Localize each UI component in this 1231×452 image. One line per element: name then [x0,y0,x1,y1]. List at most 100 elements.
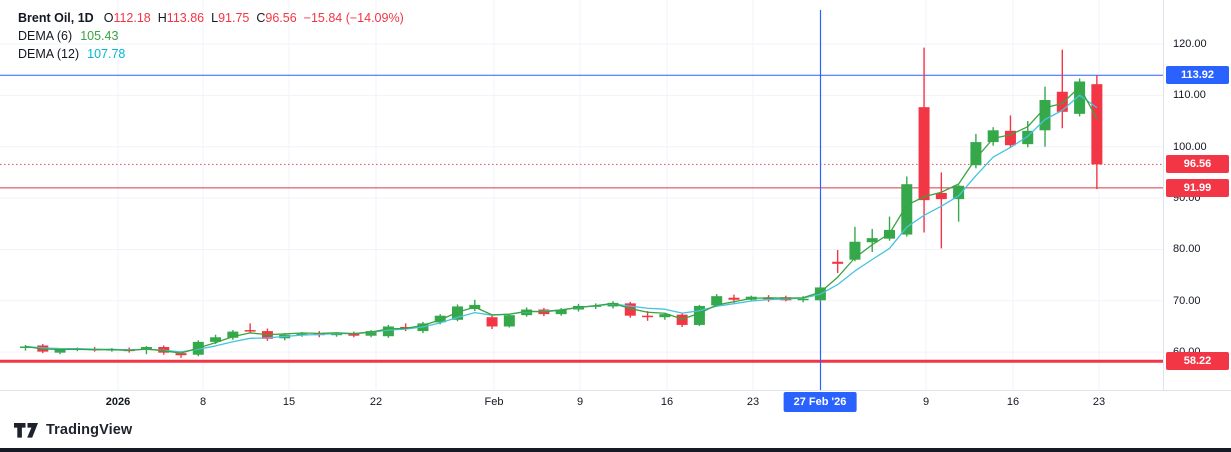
time-tick-label: 22 [369,396,383,408]
chart-legend: Brent Oil, 1D O112.18 H113.86 L91.75 C96.56… [18,9,404,63]
ohlc-value: 91.75 [218,11,250,25]
ohlc-value: 112.18 [113,11,151,25]
candle [849,226,861,262]
candle-body [486,317,498,327]
chart-pane[interactable] [0,0,1163,390]
time-tick-label: 23 [746,396,760,408]
candle-body [452,306,463,320]
candle [693,304,705,326]
time-axis[interactable]: 27 Feb '26 2026 8 15 22 Feb 9 16 23 9 16 23 [0,390,1231,413]
candle-body [503,315,515,327]
price-axis[interactable]: 120.00110.00100.0090.0080.0070.0060.0011… [1163,0,1231,390]
candle-body [1022,130,1034,145]
candle-body [901,184,913,235]
time-tick-year: 2026 [105,396,131,408]
time-tick-label: 16 [660,396,674,408]
candle [1056,49,1068,129]
ohlc-value: 113.86 [166,11,205,25]
change-value: −15.84 (−14.09%) [303,11,404,25]
candle-body [1004,130,1016,146]
candle-body [175,353,187,356]
candle-body [659,314,671,318]
ohlc-key: L [211,11,219,25]
candle-body [728,297,740,300]
indicator-row: DEMA (12) 107.78 [18,45,404,63]
candle-body [935,192,947,200]
time-tick-label: 8 [199,396,207,408]
candle-body [676,314,688,325]
indicator-row: DEMA (6) 105.43 [18,27,404,45]
time-tick-label: Feb [484,396,504,408]
candle-body [227,331,239,338]
candle [866,228,878,253]
indicator-value: 105.43 [80,29,119,43]
candle-body [1056,91,1068,112]
grid-layer [0,0,1163,390]
candle-body [555,309,567,315]
candle [659,313,671,320]
indicator-legend-rows: DEMA (6) 105.43 DEMA (12) 107.78 [18,27,404,63]
time-tick-label: 23 [1092,396,1106,408]
ohlc-item: C96.56 [256,11,296,25]
candle [348,331,360,338]
candle-body [1074,81,1086,114]
candle-body [763,297,775,300]
candle-body [296,333,308,336]
ohlc-values: O112.18 H113.86 L91.75 C96.56 [104,11,304,25]
candle-body [642,315,654,318]
price-badge: 91.99 [1166,178,1229,197]
candle-body [20,346,31,349]
candle [624,301,636,318]
candle-body [244,330,256,332]
candle-body [918,107,930,201]
candle-body [624,303,636,316]
ohlc-key: O [103,11,114,25]
time-tick-label: 15 [282,396,296,408]
candle-body [365,331,377,336]
symbol-ohlc-row: Brent Oil, 1D O112.18 H113.86 L91.75 C96.56… [18,9,404,27]
symbol-title: Brent Oil, 1D [18,11,94,25]
indicator-name: DEMA (6) [18,29,73,43]
brand-name: TradingView [46,422,133,438]
ohlc-key: H [157,11,167,25]
candle-body [607,302,619,307]
price-tick-label: 80.00 [1173,243,1201,256]
window-bottom-edge [0,448,1231,452]
candle [20,344,31,351]
candle-body [970,142,982,166]
tradingview-logo-icon [14,422,38,438]
candle [1022,121,1034,148]
indicator-value: 107.78 [87,47,126,61]
candle [918,47,930,233]
price-tick-label: 120.00 [1173,38,1207,50]
candle [244,323,256,334]
candle-body [434,315,446,323]
candle-body [1091,84,1103,165]
candle-body [711,296,723,306]
price-badge: 113.92 [1166,66,1229,85]
candlestick-chart [0,0,1163,390]
price-tick-label: 100.00 [1173,140,1207,153]
ohlc-item: H113.86 [158,11,204,25]
price-badge: 96.56 [1166,155,1229,174]
dema-6-line [25,86,1098,354]
candle [365,330,377,338]
candle [935,172,947,249]
ohlc-key: C [256,11,266,25]
candle-body [210,337,222,342]
time-tick-label: 16 [1006,396,1020,408]
time-tick-label: 9 [576,396,584,408]
candle [676,312,688,327]
indicator-name: DEMA (12) [18,47,80,61]
tradingview-branding[interactable]: TradingView [14,422,132,438]
candle-body [832,261,844,264]
candle [987,127,999,146]
crosshair-date-badge: 27 Feb '26 [783,392,857,412]
candle-body [866,238,878,243]
candle-body [348,333,360,336]
candle-body [54,349,66,353]
candles-layer [20,47,1103,358]
candle-body [382,326,394,337]
time-tick-label: 9 [922,396,930,408]
